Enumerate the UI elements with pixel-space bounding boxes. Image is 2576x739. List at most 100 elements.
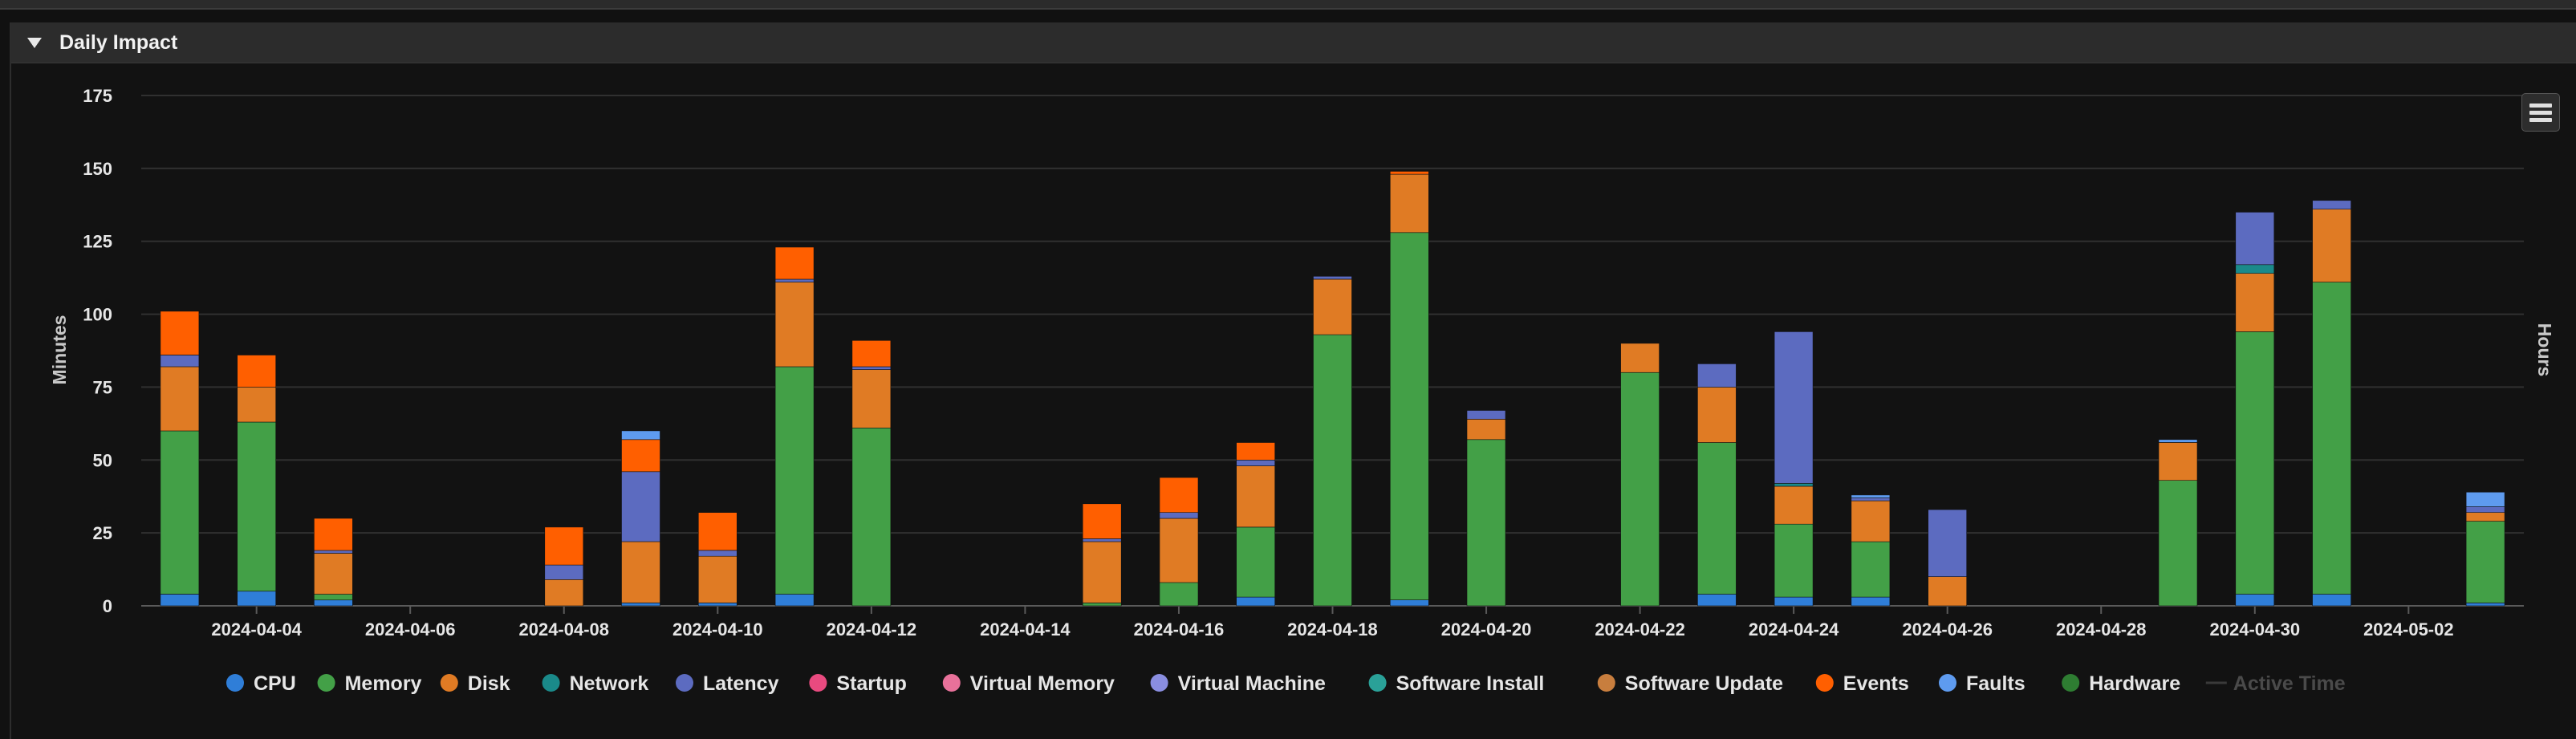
bar-segment-latency[interactable] — [1928, 509, 1967, 577]
bar-segment-disk[interactable] — [1313, 278, 1352, 335]
bar-segment-disk[interactable] — [1928, 576, 1967, 607]
bar-segment-disk[interactable] — [1620, 343, 1660, 373]
bar-segment-cpu[interactable] — [1236, 596, 1275, 607]
bar-segment-cpu[interactable] — [2312, 594, 2351, 607]
bar-segment-events[interactable] — [774, 246, 815, 280]
bar-segment-disk[interactable] — [1236, 465, 1275, 528]
bar-segment-disk[interactable] — [697, 555, 737, 603]
bar-segment-cpu[interactable] — [2235, 594, 2275, 607]
bar-segment-latency[interactable] — [1313, 275, 1352, 280]
bar-segment-disk[interactable] — [1082, 541, 1122, 603]
legend-item-latency[interactable]: Latency — [676, 672, 779, 695]
bar-segment-events[interactable] — [544, 526, 584, 566]
bar-segment-cpu[interactable] — [314, 599, 353, 607]
panel-header[interactable]: Daily Impact — [11, 22, 2576, 63]
bar-segment-memory[interactable] — [314, 594, 353, 601]
bar-segment-memory[interactable] — [1851, 541, 1891, 598]
bar-segment-latency[interactable] — [1159, 512, 1199, 519]
bar-segment-disk[interactable] — [160, 366, 200, 432]
bar-segment-latency[interactable] — [851, 366, 892, 370]
bar-segment-disk[interactable] — [2465, 512, 2505, 522]
bar-segment-memory[interactable] — [1082, 603, 1122, 607]
bar-segment-memory[interactable] — [1697, 442, 1737, 595]
bar-segment-memory[interactable] — [2158, 480, 2198, 607]
bar-segment-events[interactable] — [697, 512, 737, 551]
bar-segment-latency[interactable] — [314, 550, 353, 554]
bar-segment-network[interactable] — [1774, 483, 1814, 487]
bar-segment-disk[interactable] — [774, 282, 815, 367]
legend-item-faults[interactable]: Faults — [1939, 672, 2025, 695]
bar-segment-memory[interactable] — [851, 427, 892, 607]
bar-segment-events[interactable] — [314, 518, 353, 551]
bar-segment-cpu[interactable] — [2465, 603, 2505, 607]
bar-segment-memory[interactable] — [1236, 526, 1275, 598]
bar-segment-events[interactable] — [621, 439, 660, 473]
bar-segment-cpu[interactable] — [160, 594, 200, 607]
bar-segment-latency[interactable] — [1082, 538, 1122, 542]
bar-segment-memory[interactable] — [1390, 232, 1429, 600]
bar-segment-events[interactable] — [160, 311, 200, 355]
bar-segment-disk[interactable] — [1697, 387, 1737, 443]
bar-segment-latency[interactable] — [1236, 459, 1275, 466]
bar-segment-memory[interactable] — [237, 421, 277, 592]
bar-segment-memory[interactable] — [2235, 331, 2275, 595]
bar-segment-disk[interactable] — [621, 541, 660, 603]
bar-segment-latency[interactable] — [2312, 200, 2351, 210]
bar-segment-faults[interactable] — [1851, 494, 1891, 498]
bar-segment-latency[interactable] — [621, 471, 660, 542]
bar-segment-memory[interactable] — [160, 430, 200, 595]
bar-segment-memory[interactable] — [2465, 521, 2505, 603]
legend-item-virtual-memory[interactable]: Virtual Memory — [942, 672, 1115, 695]
bar-segment-memory[interactable] — [774, 366, 815, 595]
bar-segment-latency[interactable] — [697, 550, 737, 557]
bar-segment-disk[interactable] — [2312, 209, 2351, 282]
bar-segment-faults[interactable] — [2158, 439, 2198, 443]
legend-item-events[interactable]: Events — [1815, 672, 1909, 695]
legend-item-software-update[interactable]: Software Update — [1597, 672, 1783, 695]
legend-item-hardware[interactable]: Hardware — [2062, 672, 2180, 695]
bar-segment-memory[interactable] — [2312, 282, 2351, 595]
chart-menu-button[interactable] — [2521, 93, 2560, 132]
bar-segment-latency[interactable] — [774, 278, 815, 282]
bar-segment-disk[interactable] — [851, 369, 892, 428]
legend-item-virtual-machine[interactable]: Virtual Machine — [1150, 672, 1326, 695]
bar-segment-cpu[interactable] — [1774, 596, 1814, 607]
bar-segment-latency[interactable] — [2235, 212, 2275, 266]
bar-segment-memory[interactable] — [1774, 523, 1814, 598]
bar-segment-disk[interactable] — [1159, 518, 1199, 583]
bar-segment-disk[interactable] — [314, 553, 353, 595]
bar-segment-events[interactable] — [237, 355, 277, 388]
bar-segment-disk[interactable] — [1390, 173, 1429, 233]
bar-segment-events[interactable] — [1082, 503, 1122, 539]
bar-segment-cpu[interactable] — [621, 603, 660, 607]
bar-segment-memory[interactable] — [1620, 372, 1660, 607]
bar-segment-cpu[interactable] — [774, 594, 815, 607]
bar-segment-memory[interactable] — [1159, 582, 1199, 607]
bar-segment-latency[interactable] — [1697, 363, 1737, 388]
bar-segment-disk[interactable] — [237, 387, 277, 423]
bar-segment-faults[interactable] — [621, 430, 660, 441]
bar-segment-cpu[interactable] — [1851, 596, 1891, 607]
bar-segment-events[interactable] — [1390, 171, 1429, 175]
legend-item-startup[interactable]: Startup — [809, 672, 907, 695]
bar-segment-latency[interactable] — [2465, 506, 2505, 514]
bar-segment-cpu[interactable] — [237, 591, 277, 607]
bar-segment-latency[interactable] — [1851, 497, 1891, 501]
bar-segment-events[interactable] — [1236, 442, 1275, 461]
bar-segment-faults[interactable] — [2465, 491, 2505, 507]
collapse-triangle-icon[interactable] — [27, 37, 42, 48]
bar-segment-disk[interactable] — [1851, 500, 1891, 542]
bar-segment-disk[interactable] — [2158, 442, 2198, 481]
bar-segment-events[interactable] — [851, 339, 892, 367]
legend-item-cpu[interactable]: CPU — [226, 672, 296, 695]
legend-item-software-install[interactable]: Software Install — [1368, 672, 1545, 695]
bar-segment-latency[interactable] — [1774, 331, 1814, 484]
legend-item-network[interactable]: Network — [542, 672, 649, 695]
bar-segment-latency[interactable] — [160, 355, 200, 367]
bar-segment-cpu[interactable] — [697, 603, 737, 607]
bar-segment-memory[interactable] — [1466, 439, 1506, 607]
legend-item-active-time[interactable]: Active Time — [2205, 672, 2346, 695]
bar-segment-events[interactable] — [1159, 477, 1199, 513]
legend-item-memory[interactable]: Memory — [317, 672, 422, 695]
bar-segment-disk[interactable] — [2235, 273, 2275, 332]
